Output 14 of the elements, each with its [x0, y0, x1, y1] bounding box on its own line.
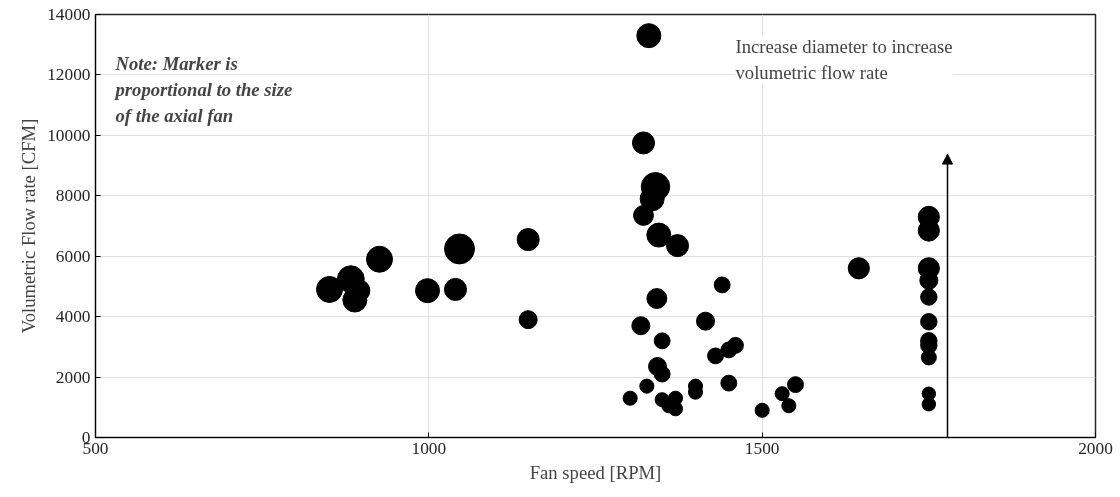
x-tick-label: 1500: [744, 438, 780, 458]
y-tick-label: 10000: [47, 125, 91, 145]
x-tick-label: 2000: [1078, 438, 1113, 458]
annotation: Increase diameter to increase volumetric flow rate: [735, 35, 953, 83]
x-tick-label: 1000: [411, 438, 447, 458]
annotation: Note: Marker is proportional to the size of the axial fan: [113, 52, 293, 126]
y-tick-label: 12000: [47, 65, 91, 85]
y-tick-label: 4000: [55, 307, 91, 327]
y-tick-label: 2000: [55, 367, 91, 387]
y-tick-label: 8000: [55, 186, 91, 206]
y-axis-title: Volumetric Flow rate [CFM]: [18, 118, 40, 334]
y-tick-label: 14000: [47, 5, 91, 24]
x-axis-title: Fan speed [RPM]: [529, 461, 662, 483]
y-tick-label: 6000: [55, 246, 91, 266]
